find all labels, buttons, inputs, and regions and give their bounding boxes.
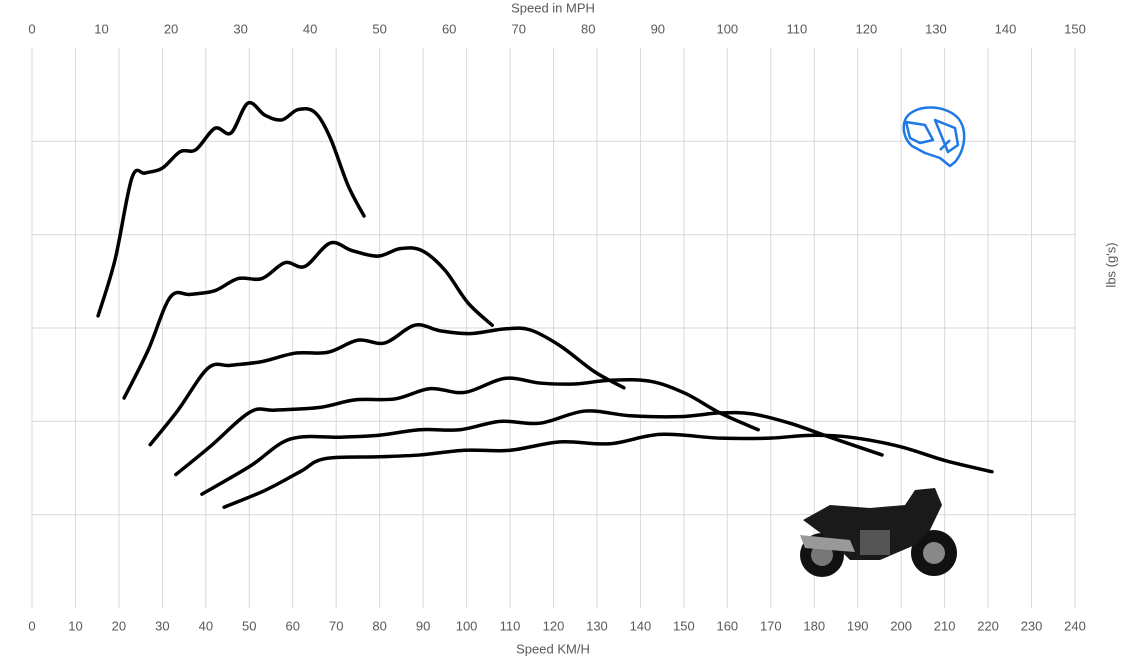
x-tick-label: 0 <box>28 618 35 633</box>
x-tick-label: 30 <box>155 618 169 633</box>
x2-tick-label: 140 <box>995 21 1017 36</box>
x2-tick-label: 40 <box>303 21 317 36</box>
x2-tick-label: 100 <box>716 21 738 36</box>
x2-tick-label: 60 <box>442 21 456 36</box>
x-tick-label: 110 <box>500 618 521 633</box>
x-tick-label: 210 <box>934 618 956 633</box>
x-tick-label: 100 <box>456 618 478 633</box>
x-tick-label: 150 <box>673 618 695 633</box>
x-tick-label: 190 <box>847 618 869 633</box>
x2-tick-label: 50 <box>372 21 386 36</box>
x-tick-label: 80 <box>372 618 386 633</box>
x-tick-label: 140 <box>630 618 652 633</box>
x2-tick-label: 0 <box>28 21 35 36</box>
x2-axis-title: Speed in MPH <box>511 0 595 15</box>
x-tick-label: 60 <box>286 618 300 633</box>
gear-curve <box>222 432 994 509</box>
motorcycle-image <box>800 488 957 577</box>
x-tick-label: 40 <box>199 618 213 633</box>
gear-curve <box>148 323 626 447</box>
y-axis-title: lbs (g's) <box>1103 242 1118 287</box>
x-tick-label: 10 <box>68 618 82 633</box>
x2-tick-label: 90 <box>651 21 665 36</box>
x-tick-label: 20 <box>112 618 126 633</box>
x2-tick-label: 10 <box>94 21 108 36</box>
x2-tick-label: 120 <box>856 21 878 36</box>
x-tick-label: 70 <box>329 618 343 633</box>
x2-tick-label: 20 <box>164 21 178 36</box>
gear-curve <box>200 409 884 496</box>
x-tick-label: 220 <box>977 618 999 633</box>
gear-curve <box>174 376 760 477</box>
x2-tick-label: 80 <box>581 21 595 36</box>
x2-tick-label: 70 <box>511 21 525 36</box>
x2-tick-label: 150 <box>1064 21 1086 36</box>
x-tick-label: 240 <box>1064 618 1086 633</box>
gear-curve <box>122 240 494 400</box>
x-tick-label: 130 <box>586 618 608 633</box>
x-tick-label: 160 <box>716 618 738 633</box>
grid <box>31 48 1076 608</box>
x-tick-label: 180 <box>803 618 825 633</box>
x-tick-label: 170 <box>760 618 782 633</box>
x2-tick-label: 130 <box>925 21 947 36</box>
x-tick-label: 90 <box>416 618 430 633</box>
x-tick-label: 230 <box>1021 618 1043 633</box>
x-axis-title: Speed KM/H <box>516 641 590 656</box>
helmet-icon <box>902 106 966 168</box>
x-tick-label: 200 <box>890 618 912 633</box>
x2-tick-label: 110 <box>786 21 807 36</box>
x-tick-label: 120 <box>543 618 565 633</box>
x2-tick-label: 30 <box>233 21 247 36</box>
gear-curve <box>96 100 366 318</box>
x-tick-label: 50 <box>242 618 256 633</box>
